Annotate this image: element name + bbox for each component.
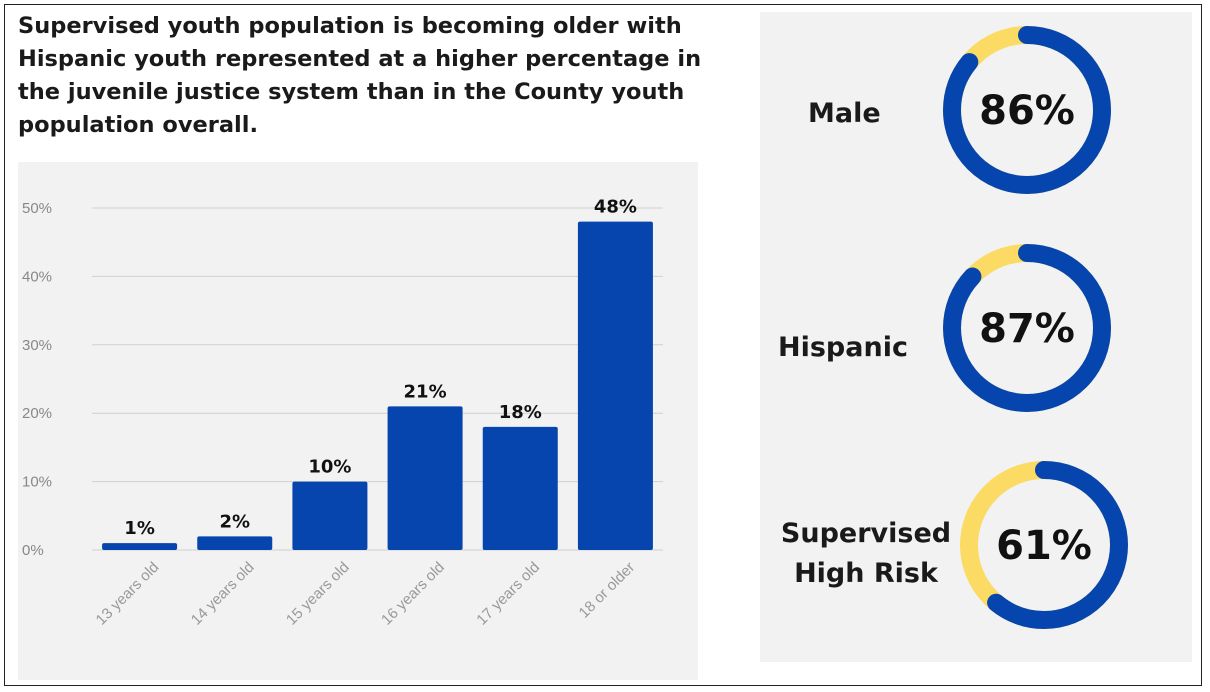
y-tick-label: 30% <box>22 337 52 354</box>
bar-chart-panel: 0% 10% 20% 30% 40% 50% 1% 13 years old 2% 14 year… <box>18 162 698 680</box>
y-tick-label: 40% <box>22 268 52 285</box>
x-tick-label: 17 years old <box>473 559 543 629</box>
bar-value-label: 1% <box>124 518 155 539</box>
bar-value-label: 10% <box>308 457 351 478</box>
y-tick-label: 10% <box>22 474 52 491</box>
donut-value-arc <box>960 461 1128 629</box>
bar-value-label: 48% <box>594 197 637 218</box>
donut-percent: 87% <box>979 306 1075 352</box>
chart-title: Supervised youth population is becoming … <box>18 13 702 138</box>
bar <box>577 221 653 550</box>
x-tick-label: 16 years old <box>378 559 448 629</box>
bar-value-label: 2% <box>219 511 250 532</box>
figure-frame <box>4 4 1202 686</box>
bar <box>292 481 368 550</box>
bar-value-label: 21% <box>404 381 447 402</box>
x-tick-label: 18 or older <box>576 559 639 622</box>
bar <box>102 543 178 550</box>
x-tick-label: 13 years old <box>93 559 163 629</box>
donut-label-male: Male <box>808 98 881 129</box>
donut-label-hispanic: Hispanic <box>778 332 908 363</box>
bar <box>197 536 273 550</box>
donut-hispanic: 87% <box>943 244 1111 412</box>
bar-chart: 0% 10% 20% 30% 40% 50% 1% 13 years old 2% 14 year… <box>22 197 663 629</box>
x-tick-label: 15 years old <box>283 559 353 629</box>
donut-value-arc <box>943 244 1111 412</box>
donut-label-high-risk-line1: Supervised <box>780 518 952 549</box>
donut-percent: 61% <box>996 523 1092 569</box>
y-tick-label: 50% <box>22 200 52 217</box>
donut-percent: 86% <box>979 88 1075 134</box>
donut-panel: Male 86% Hispanic 87% Supervised High Ri… <box>760 12 1192 662</box>
donut-value-arc <box>943 26 1111 194</box>
bar <box>387 406 463 550</box>
y-tick-label: 20% <box>22 405 52 422</box>
bar-value-label: 18% <box>499 402 542 423</box>
donut-high-risk: 61% <box>960 461 1128 629</box>
donut-male: 86% <box>943 26 1111 194</box>
donut-label-high-risk: Supervised High Risk <box>766 514 966 594</box>
y-tick-label: 0% <box>22 542 44 559</box>
donut-label-high-risk-line2: High Risk <box>794 558 938 589</box>
bar <box>482 426 558 550</box>
x-tick-label: 14 years old <box>188 559 258 629</box>
